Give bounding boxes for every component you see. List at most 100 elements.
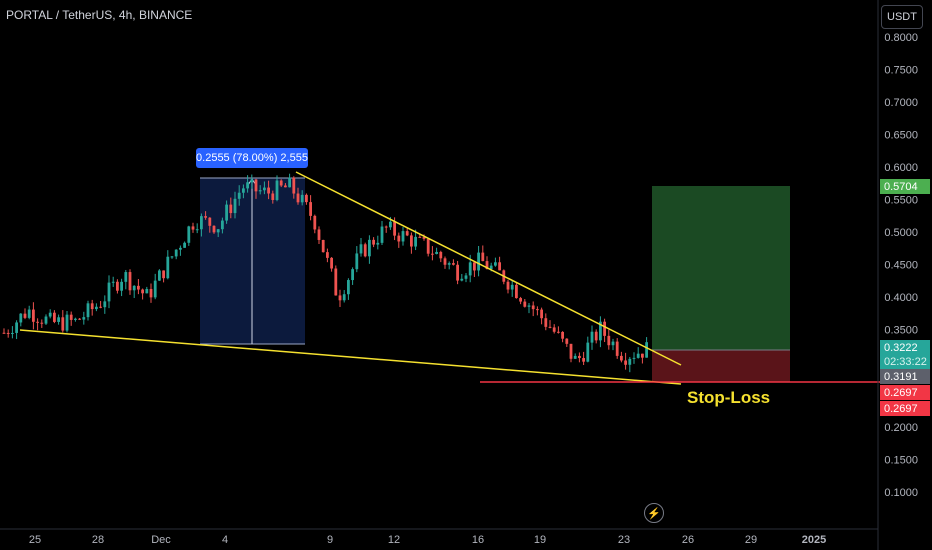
symbol-title[interactable]: PORTAL / TetherUS, 4h, BINANCE <box>6 8 193 22</box>
x-tick-label: 25 <box>29 534 41 546</box>
candle-body <box>300 194 304 203</box>
candle-body <box>506 281 510 290</box>
candle-body <box>452 263 455 265</box>
candle-body <box>48 312 52 317</box>
candle-body <box>561 331 564 339</box>
candle-body <box>53 312 56 322</box>
candle-body <box>258 190 262 192</box>
candle-body <box>586 342 590 362</box>
candle-body <box>326 252 329 258</box>
candle-body <box>221 220 224 230</box>
candle-body <box>254 179 258 192</box>
x-tick-label: 29 <box>745 534 757 546</box>
candle-body <box>523 301 527 307</box>
y-tick-label: 0.3500 <box>884 325 918 337</box>
y-tick-label: 0.5500 <box>884 195 918 207</box>
candle-body <box>267 187 270 194</box>
x-tick-label: 23 <box>618 534 630 546</box>
candle-body <box>36 321 39 323</box>
candle-body <box>376 242 380 245</box>
y-tick-label: 0.6500 <box>884 130 918 142</box>
candle-body <box>422 237 426 239</box>
target-zone[interactable] <box>652 186 790 350</box>
drawings[interactable] <box>19 171 880 385</box>
candle-body <box>86 303 90 318</box>
candle-body <box>338 295 342 301</box>
lower-trendline[interactable] <box>19 329 682 385</box>
candle-body <box>426 238 430 254</box>
candle-body <box>410 235 413 247</box>
candle-body <box>208 217 212 226</box>
x-tick-label: 4 <box>222 534 228 546</box>
candle-body <box>309 202 312 216</box>
candle-body <box>645 342 648 358</box>
candle-body <box>162 270 165 279</box>
upper-trendline[interactable] <box>295 171 682 366</box>
candle-body <box>233 198 237 214</box>
candle-body <box>124 272 128 282</box>
candle-body <box>179 247 182 250</box>
y-tick-label: 0.6000 <box>884 162 918 174</box>
x-tick-label: 12 <box>388 534 400 546</box>
candle-body <box>418 236 422 238</box>
candle-body <box>170 256 174 258</box>
candle-body <box>494 262 497 266</box>
x-tick-label: 19 <box>534 534 546 546</box>
candle-body <box>565 338 569 344</box>
current-price-tag: 0.3222 <box>880 340 930 355</box>
candle-body <box>69 314 73 320</box>
candle-body <box>594 331 598 341</box>
candle-body <box>498 262 501 271</box>
lightning-icon[interactable]: ⚡ <box>644 503 664 523</box>
candle-body <box>166 256 170 279</box>
candle-body <box>225 204 228 221</box>
candle-body <box>242 188 245 193</box>
candle-body <box>74 318 77 320</box>
candle-body <box>485 261 489 270</box>
candle-body <box>200 216 203 230</box>
candle-body <box>578 355 581 359</box>
candle-body <box>414 236 417 247</box>
candle-body <box>368 239 371 257</box>
y-axis-ticks[interactable]: 0.8000 0.7500 0.7000 0.6500 0.6000 0.5500 0.50… <box>884 32 918 499</box>
candle-body <box>330 257 333 269</box>
candles <box>2 173 648 373</box>
candle-body <box>544 318 548 327</box>
risk-zone[interactable] <box>652 350 790 382</box>
x-axis-ticks[interactable]: 25 28 Dec 4 9 12 16 19 23 26 29 2025 <box>29 534 826 546</box>
candle-body <box>15 322 18 333</box>
candle-body <box>540 309 543 319</box>
candle-body <box>279 180 283 186</box>
candle-body <box>103 301 107 308</box>
stop-price-tag-2: 0.2697 <box>880 401 930 416</box>
candle-body <box>153 280 157 298</box>
candle-body <box>620 355 623 361</box>
candle-body <box>557 331 560 333</box>
currency-unit-button[interactable]: USDT <box>881 5 923 29</box>
candle-body <box>187 226 191 243</box>
candle-body <box>477 252 480 271</box>
y-tick-label: 0.7500 <box>884 65 918 77</box>
candle-body <box>296 193 300 203</box>
candle-body <box>19 313 23 323</box>
measure-label: 0.2555 (78.00%) 2,555 <box>196 148 308 168</box>
candle-body <box>288 177 291 188</box>
candle-body <box>145 288 149 294</box>
candle-body <box>128 272 132 291</box>
candle-body <box>439 251 443 259</box>
candle-body <box>481 252 485 262</box>
candle-body <box>573 355 577 359</box>
candle-body <box>548 326 552 328</box>
candle-body <box>271 193 275 200</box>
candle-body <box>32 309 35 322</box>
candle-body <box>275 180 279 200</box>
measure-tool[interactable] <box>200 177 305 345</box>
stop-price-tag: 0.2697 <box>880 385 930 400</box>
candle-body <box>342 294 346 301</box>
candle-body <box>174 249 178 257</box>
candle-body <box>464 275 468 279</box>
candle-body <box>405 231 409 236</box>
candle-body <box>447 263 451 265</box>
candle-body <box>2 332 6 334</box>
